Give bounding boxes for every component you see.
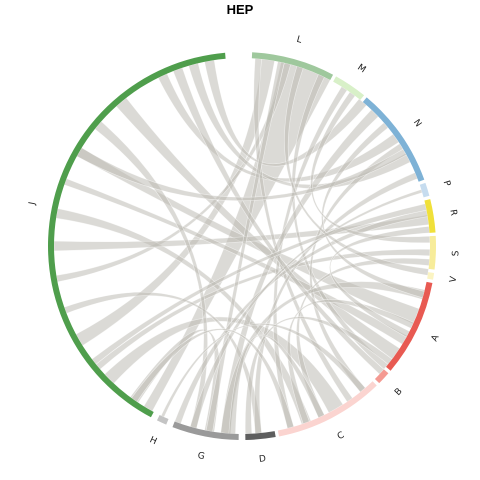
- segment-arc-n: [362, 97, 425, 182]
- segment-label-r: R: [447, 209, 458, 217]
- segment-arc-r: [424, 199, 436, 233]
- chord-link: [115, 97, 401, 360]
- chord-link: [253, 58, 353, 403]
- segment-label-h: H: [148, 435, 158, 447]
- segment-label-b: B: [393, 387, 405, 398]
- chord-link: [329, 226, 430, 338]
- segment-arc-l: [251, 52, 334, 81]
- segment-label-g: G: [197, 451, 206, 462]
- segment-arc-h: [156, 414, 169, 425]
- segment-label-n: N: [411, 118, 423, 129]
- chord-link: [286, 299, 415, 425]
- segment-label-j: J: [27, 201, 38, 207]
- segment-label-v: V: [448, 275, 459, 283]
- segment-arc-m: [333, 76, 365, 100]
- segment-arc-p: [419, 182, 430, 198]
- segments-layer: [48, 52, 436, 440]
- segment-label-d: D: [259, 454, 267, 465]
- segment-arc-d: [245, 431, 276, 440]
- segment-label-c: C: [336, 430, 346, 442]
- segment-arc-v: [427, 272, 435, 280]
- segment-arc-a: [386, 281, 433, 371]
- segment-label-a: A: [430, 333, 442, 344]
- segment-arc-b: [374, 369, 389, 384]
- chord-link: [55, 208, 312, 425]
- chord-link: [244, 316, 393, 435]
- segment-label-s: S: [451, 250, 461, 256]
- segment-arc-c: [277, 381, 377, 437]
- segment-arc-s: [428, 235, 436, 270]
- segment-label-p: P: [441, 180, 452, 189]
- segment-label-l: L: [295, 35, 303, 46]
- segment-arc-g: [172, 421, 239, 440]
- chart-title: HEP: [227, 2, 254, 17]
